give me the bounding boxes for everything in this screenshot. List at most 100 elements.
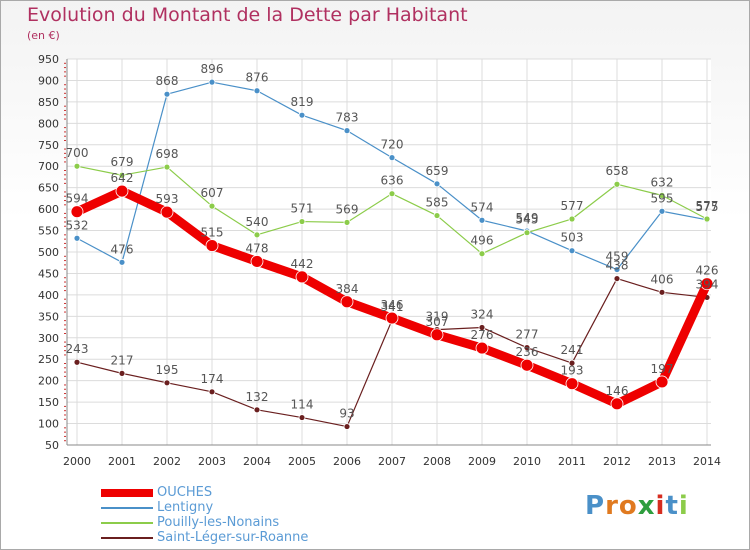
data-label: 515: [201, 226, 224, 240]
x-tick-label: 2001: [108, 455, 136, 468]
data-label: 642: [111, 171, 134, 185]
data-point: [388, 154, 396, 162]
data-point: [298, 111, 306, 119]
data-label: 720: [381, 138, 404, 152]
proxiti-logo: Proxiti: [585, 491, 689, 521]
data-label: 319: [426, 310, 449, 324]
data-label: 438: [606, 259, 629, 273]
y-tick-label: 800: [38, 117, 59, 130]
data-label: 307: [426, 315, 449, 329]
data-label: 193: [561, 364, 584, 378]
y-tick-label: 300: [38, 332, 59, 345]
data-point: [478, 250, 486, 258]
data-label: 549: [516, 211, 539, 225]
y-tick-label: 550: [38, 225, 59, 238]
data-point: [298, 218, 306, 225]
data-label: 394: [696, 277, 719, 291]
x-tick-label: 2008: [423, 455, 451, 468]
data-point: [430, 328, 444, 342]
data-label: 595: [651, 191, 674, 205]
legend-label: OUCHES: [157, 485, 213, 500]
data-point: [388, 190, 396, 198]
data-labels-layer: 532 476 868 896 876 819 783 720 659 574 549 503 459 5…: [66, 62, 719, 420]
x-tick-label: 2005: [288, 455, 316, 468]
data-label: 532: [66, 218, 89, 232]
data-point: [475, 341, 489, 355]
data-point: [160, 205, 174, 219]
series-layer: [70, 78, 714, 430]
logo-letter: i: [655, 491, 666, 521]
data-point: [523, 229, 531, 237]
data-label: 241: [561, 343, 584, 357]
y-tick-label: 950: [38, 53, 59, 66]
data-point: [613, 266, 621, 273]
data-label: 195: [156, 363, 179, 377]
logo-letter: r: [605, 491, 619, 521]
data-label: 607: [201, 186, 224, 200]
data-point: [253, 406, 261, 414]
y-tick-label: 100: [38, 418, 59, 431]
data-point: [568, 247, 576, 255]
data-point: [208, 388, 216, 396]
data-point: [253, 87, 261, 95]
data-point: [253, 231, 261, 239]
data-point: [478, 216, 486, 224]
data-label: 459: [606, 250, 629, 264]
data-label: 476: [111, 242, 134, 256]
data-label: 217: [111, 353, 134, 367]
data-point: [613, 180, 621, 188]
data-point: [568, 215, 576, 223]
data-point: [340, 295, 354, 309]
data-label: 575: [696, 200, 719, 214]
data-label: 574: [471, 200, 494, 214]
y-tick-label: 250: [38, 353, 59, 366]
logo-letter: o: [618, 491, 638, 521]
data-label: 197: [651, 362, 674, 376]
data-label: 569: [336, 202, 359, 216]
legend-swatch: [101, 489, 153, 497]
data-label: 577: [561, 199, 584, 213]
data-label: 540: [246, 215, 269, 229]
data-label: 132: [246, 390, 269, 404]
data-point: [163, 163, 171, 171]
chart-title: Evolution du Montant de la Dette par Hab…: [27, 4, 468, 26]
y-tick-label: 350: [38, 310, 59, 323]
data-point: [655, 375, 669, 389]
data-point: [118, 171, 126, 179]
legend-label: Lentigny: [157, 500, 214, 515]
data-point: [298, 414, 306, 421]
data-point: [433, 212, 441, 219]
x-tick-label: 2009: [468, 455, 496, 468]
data-point: [343, 219, 351, 226]
data-label: 496: [471, 234, 494, 248]
data-point: [568, 359, 576, 367]
y-tick-label: 600: [38, 203, 59, 216]
data-label: 679: [111, 155, 134, 169]
x-tick-label: 2003: [198, 455, 226, 468]
y-tick-label: 400: [38, 289, 59, 302]
data-label: 346: [381, 298, 404, 312]
data-label: 478: [246, 241, 269, 255]
data-label: 545: [516, 213, 539, 227]
legend-label: Pouilly-les-Nonains: [157, 515, 280, 530]
data-point: [478, 324, 486, 331]
x-tick-label: 2007: [378, 455, 406, 468]
data-point: [208, 78, 216, 86]
unit-label: (en €): [27, 29, 60, 42]
y-tick-label: 700: [38, 160, 59, 173]
data-label: 426: [696, 264, 719, 278]
data-label: 577: [696, 199, 719, 213]
data-point: [163, 379, 171, 387]
legend-swatch: [101, 537, 153, 539]
y-tick-label: 450: [38, 267, 59, 280]
data-point: [658, 207, 666, 215]
data-point: [73, 358, 81, 366]
data-label: 503: [561, 231, 584, 245]
data-label: 636: [381, 174, 404, 188]
y-tick-label: 750: [38, 139, 59, 152]
data-point: [343, 423, 351, 430]
y-tick-label: 150: [38, 396, 59, 409]
x-tick-label: 2004: [243, 455, 271, 468]
